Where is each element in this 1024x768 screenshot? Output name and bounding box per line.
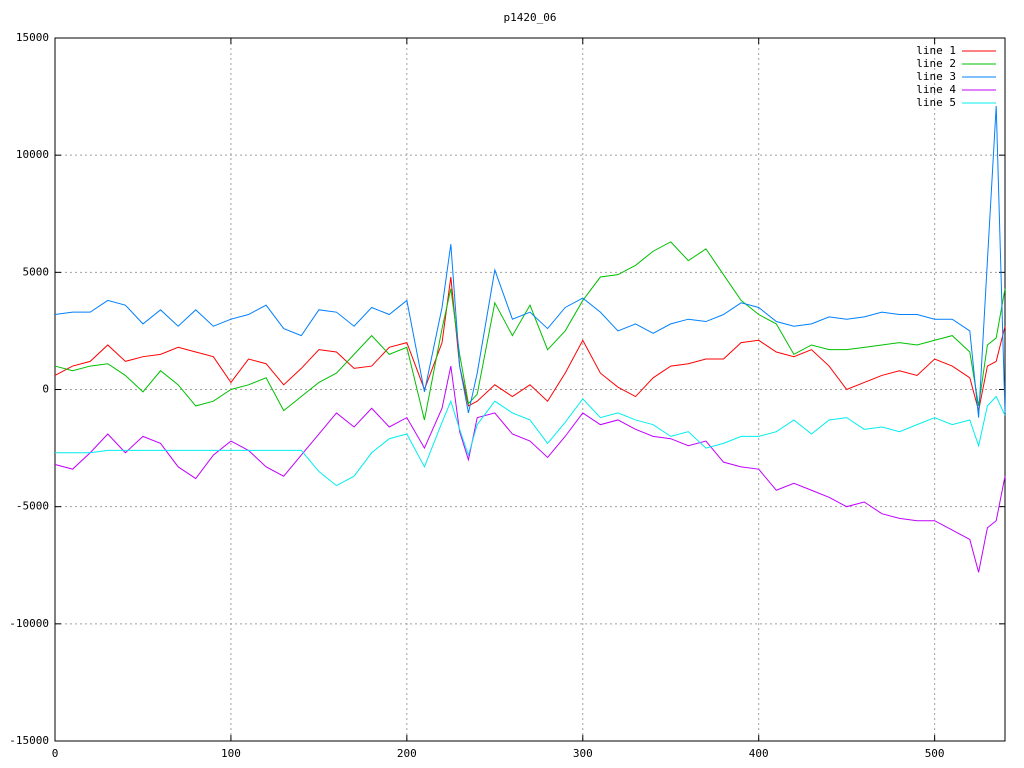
legend-label: line 1	[916, 44, 956, 57]
series-line	[54, 241, 1006, 421]
y-tick-label: 5000	[23, 265, 50, 278]
series-line	[54, 105, 1006, 418]
chart-title: p1420_06	[504, 11, 557, 24]
x-tick-label: 400	[749, 747, 769, 760]
y-tick-label: 0	[42, 383, 49, 396]
x-tick-label: 0	[52, 747, 59, 760]
x-tick-label: 100	[221, 747, 241, 760]
y-tick-label: 15000	[16, 31, 49, 44]
x-tick-label: 500	[925, 747, 945, 760]
y-tick-label: 10000	[16, 148, 49, 161]
series-line	[54, 365, 1006, 573]
plot-frame	[54, 37, 1006, 742]
series-line	[55, 395, 1006, 487]
legend-label: line 5	[916, 96, 956, 109]
legend-label: line 2	[916, 57, 956, 70]
legend-label: line 3	[916, 70, 956, 83]
x-tick-label: 300	[573, 747, 593, 760]
legend-label: line 4	[916, 83, 956, 96]
series-line	[54, 276, 1006, 411]
y-tick-label: -5000	[16, 500, 49, 513]
y-tick-label: -10000	[9, 617, 49, 630]
x-tick-label: 200	[397, 747, 417, 760]
y-tick-label: -15000	[9, 734, 49, 747]
